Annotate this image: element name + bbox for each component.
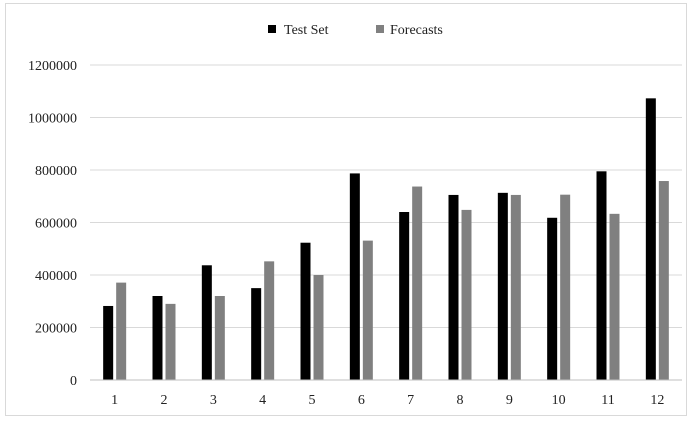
bar-test-set [349,173,360,380]
bar-test-set [152,296,163,380]
bar-forecasts [214,296,225,380]
bar-forecasts [658,181,669,380]
bar-test-set [497,192,508,380]
bar-test-set [251,288,262,380]
x-tick-label: 1 [111,393,118,408]
bars [103,98,669,381]
legend: Test Set Forecasts [268,23,443,38]
bar-forecasts [264,261,275,380]
x-tick-label: 9 [506,393,513,408]
bar-forecasts [313,275,324,380]
y-tick-label: 0 [70,374,77,389]
x-tick-label: 4 [259,393,266,408]
x-tick-label: 8 [457,393,464,408]
y-tick-label: 200000 [35,322,77,337]
x-tick-label: 7 [407,393,414,408]
bar-test-set [399,212,410,380]
bar-test-set [547,217,558,380]
bar-forecasts [510,194,521,380]
x-tick-label: 6 [358,393,365,408]
x-axis-ticks: 1 2 3 4 5 6 7 8 9 10 11 12 [111,393,664,408]
bar-test-set [201,265,212,380]
y-tick-label: 1200000 [28,59,77,74]
gridlines [90,64,682,328]
x-tick-label: 2 [161,393,168,408]
bar-test-set [300,242,311,380]
legend-label-forecasts: Forecasts [390,23,443,38]
bar-test-set [103,305,114,380]
y-tick-label: 400000 [35,269,77,284]
bar-forecasts [116,282,127,380]
bar-forecasts [165,303,176,380]
bar-forecasts [560,194,571,380]
y-tick-label: 1000000 [28,112,77,127]
x-tick-label: 12 [650,393,664,408]
x-tick-label: 10 [552,393,566,408]
bar-test-set [645,98,656,381]
legend-swatch-test-set [268,25,276,33]
x-tick-label: 3 [210,393,217,408]
x-tick-label: 11 [601,393,614,408]
x-tick-label: 5 [309,393,316,408]
legend-swatch-forecasts [376,25,384,33]
legend-label-test-set: Test Set [284,23,329,38]
bar-forecasts [609,213,620,380]
y-axis-ticks: 0 200000 400000 600000 800000 1000000 1200000 [28,59,77,389]
bar-test-set [596,171,607,380]
bar-test-set [448,194,459,380]
bar-forecasts [412,186,423,380]
y-tick-label: 800000 [35,164,77,179]
bar-forecasts [362,240,373,380]
y-tick-label: 600000 [35,217,77,232]
bar-forecasts [461,209,472,380]
